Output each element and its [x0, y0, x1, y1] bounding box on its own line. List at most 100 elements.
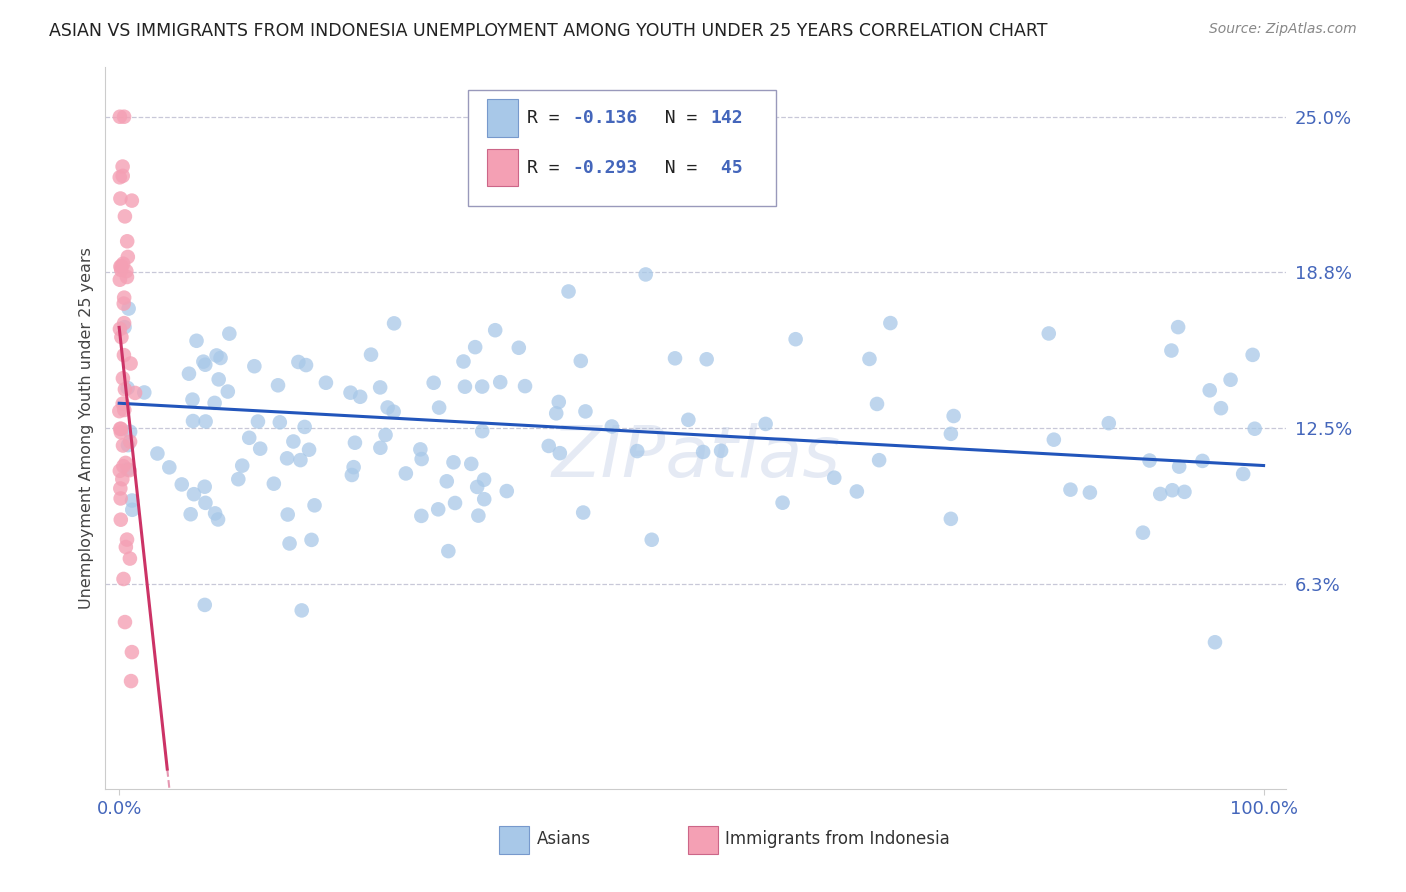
Point: [343, 435, 366, 450]
Text: -0.136: -0.136: [572, 110, 637, 128]
Point: [942, 409, 965, 423]
Point: [472, 492, 495, 507]
Point: [114, 540, 136, 554]
Point: [1059, 483, 1081, 497]
Point: [146, 446, 169, 460]
Point: [868, 453, 890, 467]
Point: [484, 323, 506, 337]
Point: [678, 413, 700, 427]
Point: [111, 438, 134, 452]
Point: [460, 457, 482, 471]
Point: [1219, 373, 1241, 387]
Point: [710, 443, 733, 458]
Point: [186, 334, 208, 348]
Point: [340, 467, 363, 482]
Point: [513, 379, 536, 393]
Point: [301, 533, 323, 547]
Point: [278, 536, 301, 550]
Point: [489, 375, 512, 389]
Point: [1241, 348, 1264, 362]
Text: ASIAN VS IMMIGRANTS FROM INDONESIA UNEMPLOYMENT AMONG YOUTH UNDER 25 YEARS CORRE: ASIAN VS IMMIGRANTS FROM INDONESIA UNEMP…: [49, 22, 1047, 40]
Point: [294, 420, 316, 434]
Point: [180, 508, 202, 522]
Point: [111, 397, 134, 411]
Point: [283, 434, 305, 449]
Point: [110, 263, 132, 277]
Point: [110, 192, 132, 206]
Point: [879, 316, 901, 330]
Point: [112, 110, 135, 124]
FancyBboxPatch shape: [486, 100, 517, 137]
Point: [634, 268, 657, 282]
Point: [1161, 483, 1184, 498]
Point: [117, 301, 139, 316]
Point: [112, 291, 135, 305]
Point: [374, 428, 396, 442]
Text: Asians: Asians: [537, 830, 591, 848]
Point: [287, 355, 309, 369]
Point: [572, 506, 595, 520]
Point: [295, 358, 318, 372]
Point: [111, 472, 134, 486]
Point: [117, 250, 139, 264]
Point: [226, 472, 249, 486]
Point: [204, 396, 226, 410]
Point: [112, 572, 135, 586]
Point: [108, 110, 131, 124]
Point: [360, 348, 382, 362]
Text: R =: R =: [527, 110, 571, 128]
Point: [823, 471, 845, 485]
Point: [181, 414, 204, 428]
Point: [114, 210, 136, 224]
Text: ZIPatlas: ZIPatlas: [551, 423, 841, 491]
Point: [121, 645, 143, 659]
Point: [1149, 487, 1171, 501]
Point: [193, 354, 215, 368]
Point: [495, 484, 517, 499]
Point: [411, 452, 433, 467]
Point: [343, 460, 366, 475]
Point: [1191, 454, 1213, 468]
Point: [569, 354, 592, 368]
Point: [339, 385, 361, 400]
Point: [939, 426, 962, 441]
Point: [121, 503, 143, 517]
Point: [112, 257, 135, 271]
Text: Immigrants from Indonesia: Immigrants from Indonesia: [725, 830, 950, 848]
Point: [464, 340, 486, 354]
Point: [437, 544, 460, 558]
Point: [1132, 525, 1154, 540]
Text: 142: 142: [710, 110, 742, 128]
Point: [641, 533, 664, 547]
Point: [547, 395, 569, 409]
Point: [243, 359, 266, 374]
Point: [108, 322, 131, 336]
Point: [427, 502, 450, 516]
Point: [291, 603, 314, 617]
Point: [157, 460, 180, 475]
FancyBboxPatch shape: [688, 826, 718, 855]
Point: [1232, 467, 1254, 481]
Point: [112, 348, 135, 362]
Point: [117, 438, 139, 452]
Point: [574, 404, 596, 418]
Point: [194, 358, 217, 372]
Point: [194, 598, 217, 612]
FancyBboxPatch shape: [499, 826, 530, 855]
Point: [772, 496, 794, 510]
Point: [453, 354, 475, 368]
Point: [246, 415, 269, 429]
Point: [471, 424, 494, 438]
Point: [121, 493, 143, 508]
Point: [114, 382, 136, 396]
Point: [298, 442, 321, 457]
Point: [472, 473, 495, 487]
Point: [112, 459, 135, 474]
Text: 45: 45: [710, 159, 742, 177]
Point: [118, 463, 141, 477]
Point: [205, 348, 228, 362]
Point: [194, 480, 217, 494]
Point: [111, 371, 134, 385]
Point: [377, 401, 399, 415]
Point: [117, 381, 139, 395]
